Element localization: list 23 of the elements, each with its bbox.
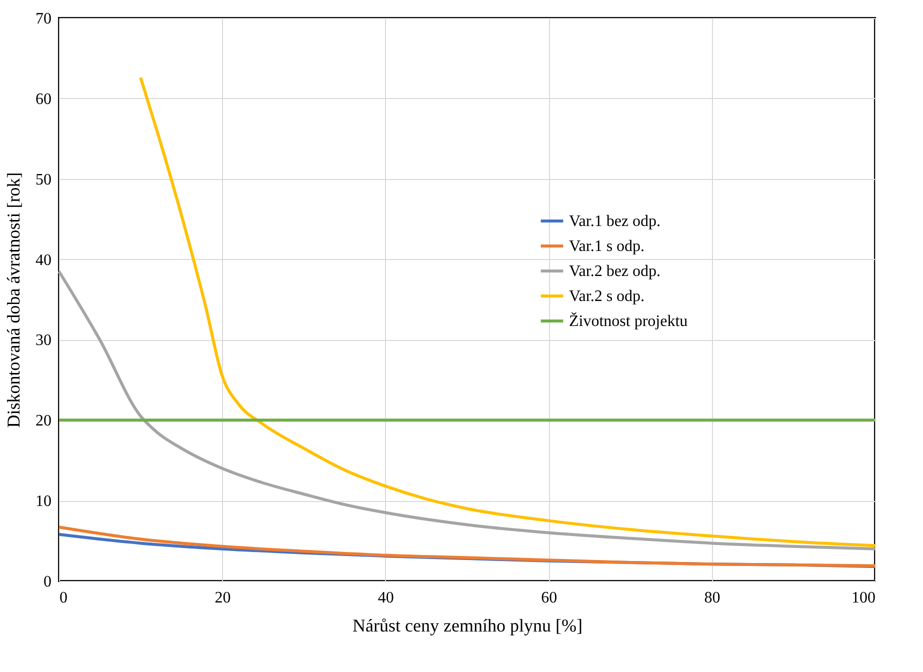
x-tick-label: 100 [852, 590, 876, 606]
line-series [139, 76, 876, 548]
y-tick-label: 20 [36, 412, 52, 430]
legend-label: Var.1 bez odp. [569, 213, 661, 230]
y-tick-label: 60 [36, 90, 52, 108]
y-axis-title: Diskontovaná doba ávratnosti [rok] [4, 172, 24, 428]
line-series [58, 526, 876, 568]
legend-label: Var.2 s odp. [569, 288, 645, 305]
x-tick-label: 60 [541, 590, 558, 606]
legend-label: Var.1 s odp. [569, 238, 645, 255]
y-tick-label: 40 [36, 252, 52, 269]
x-tick-label: 20 [214, 590, 231, 606]
y-tick-label: 10 [36, 493, 52, 510]
x-tick-label: 0 [60, 590, 68, 606]
x-tick-label: 80 [704, 590, 720, 606]
legend-label: Životnost projektu [569, 312, 688, 330]
y-tick-label: 70 [36, 10, 52, 28]
x-tick-label: 40 [378, 590, 394, 606]
y-tick-label: 0 [44, 574, 52, 590]
y-tick-label: 30 [36, 332, 52, 350]
x-axis-title: Nárůst ceny zemního plynu [%] [352, 616, 582, 636]
legend-label: Var.2 bez odp. [569, 263, 661, 280]
y-tick-label: 50 [36, 171, 52, 188]
